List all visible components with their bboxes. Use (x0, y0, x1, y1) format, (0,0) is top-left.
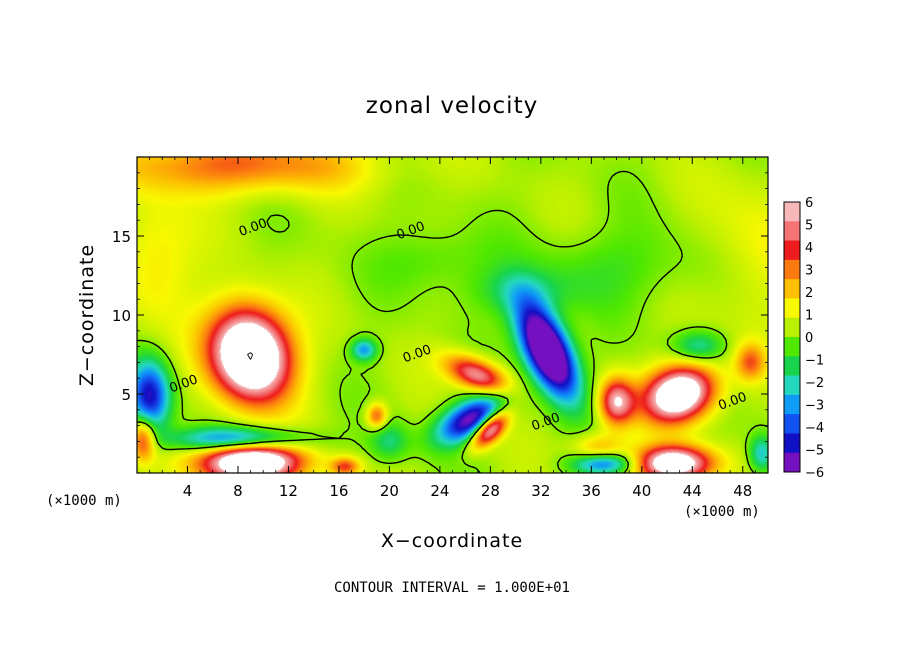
contour-interval-note: CONTOUR INTERVAL = 1.000E+01 (334, 580, 570, 596)
x-tick-label: 40 (632, 482, 651, 500)
x-tick-label: 24 (430, 482, 449, 500)
x-unit-label-left: (×1000 m) (46, 493, 122, 509)
colorbar-swatch (784, 279, 800, 299)
x-axis-ticks: 4 8 12 16 20 24 28 32 36 40 44 48 (149, 157, 756, 500)
y-tick-label: 15 (112, 228, 131, 246)
colorbar-tick-label: −1 (805, 354, 824, 369)
x-tick-label: 8 (233, 482, 243, 500)
x-axis-label: X−coordinate (381, 530, 523, 552)
colorbar-tick-label: 6 (805, 196, 813, 211)
chart-title: zonal velocity (366, 93, 538, 119)
colorbar-tick-label: 1 (805, 309, 813, 324)
colorbar-swatch (784, 240, 800, 261)
x-unit-label-right: (×1000 m) (684, 504, 760, 520)
colorbar-swatch (784, 375, 800, 396)
y-tick-label: 5 (121, 386, 131, 404)
colorbar-swatch (784, 202, 800, 222)
positive-contour-line (247, 352, 254, 360)
colorbar-swatch (784, 317, 800, 338)
colorbar-swatch (784, 394, 800, 415)
colorbar-swatch (784, 259, 800, 280)
colorbar-tick-label: −4 (805, 421, 824, 436)
x-tick-label: 4 (183, 482, 193, 500)
colorbar: 6 5 4 3 2 1 0 −1 −2 −3 −4 −5 −6 (783, 196, 824, 481)
colorbar-tick-label: 4 (805, 241, 813, 256)
y-tick-label: 10 (112, 307, 131, 325)
colorbar-tick-label: −6 (805, 466, 824, 481)
zero-contour-line (136, 170, 769, 474)
x-tick-label: 48 (733, 482, 752, 500)
y-axis-ticks: 5 10 15 (112, 172, 768, 458)
colorbar-tick-label: −3 (805, 399, 824, 414)
colorbar-swatch (784, 414, 800, 434)
colorbar-swatch (784, 452, 800, 473)
colorbar-tick-label: 2 (805, 286, 813, 301)
colorbar-tick-label: −5 (805, 444, 824, 459)
x-tick-label: 16 (329, 482, 348, 500)
velocity-field-heatmap (137, 157, 768, 473)
colorbar-tick-label: −2 (805, 376, 824, 391)
y-axis-label: Z−coordinate (76, 244, 98, 386)
colorbar-tick-label: 5 (805, 219, 813, 234)
x-tick-label: 28 (481, 482, 500, 500)
x-tick-label: 12 (279, 482, 298, 500)
colorbar-swatch (784, 337, 800, 357)
colorbar-swatch (784, 356, 800, 377)
x-tick-label: 44 (683, 482, 702, 500)
colorbar-frame (783, 201, 801, 473)
colorbar-tick-label: 0 (805, 331, 813, 346)
colorbar-swatch (784, 221, 800, 242)
x-tick-label: 20 (380, 482, 399, 500)
colorbar-tick-label: 3 (805, 264, 813, 279)
x-tick-label: 36 (582, 482, 601, 500)
zero-contours (136, 170, 769, 474)
colorbar-swatch (784, 433, 800, 454)
x-tick-label: 32 (531, 482, 550, 500)
colorbar-swatch (784, 298, 800, 319)
